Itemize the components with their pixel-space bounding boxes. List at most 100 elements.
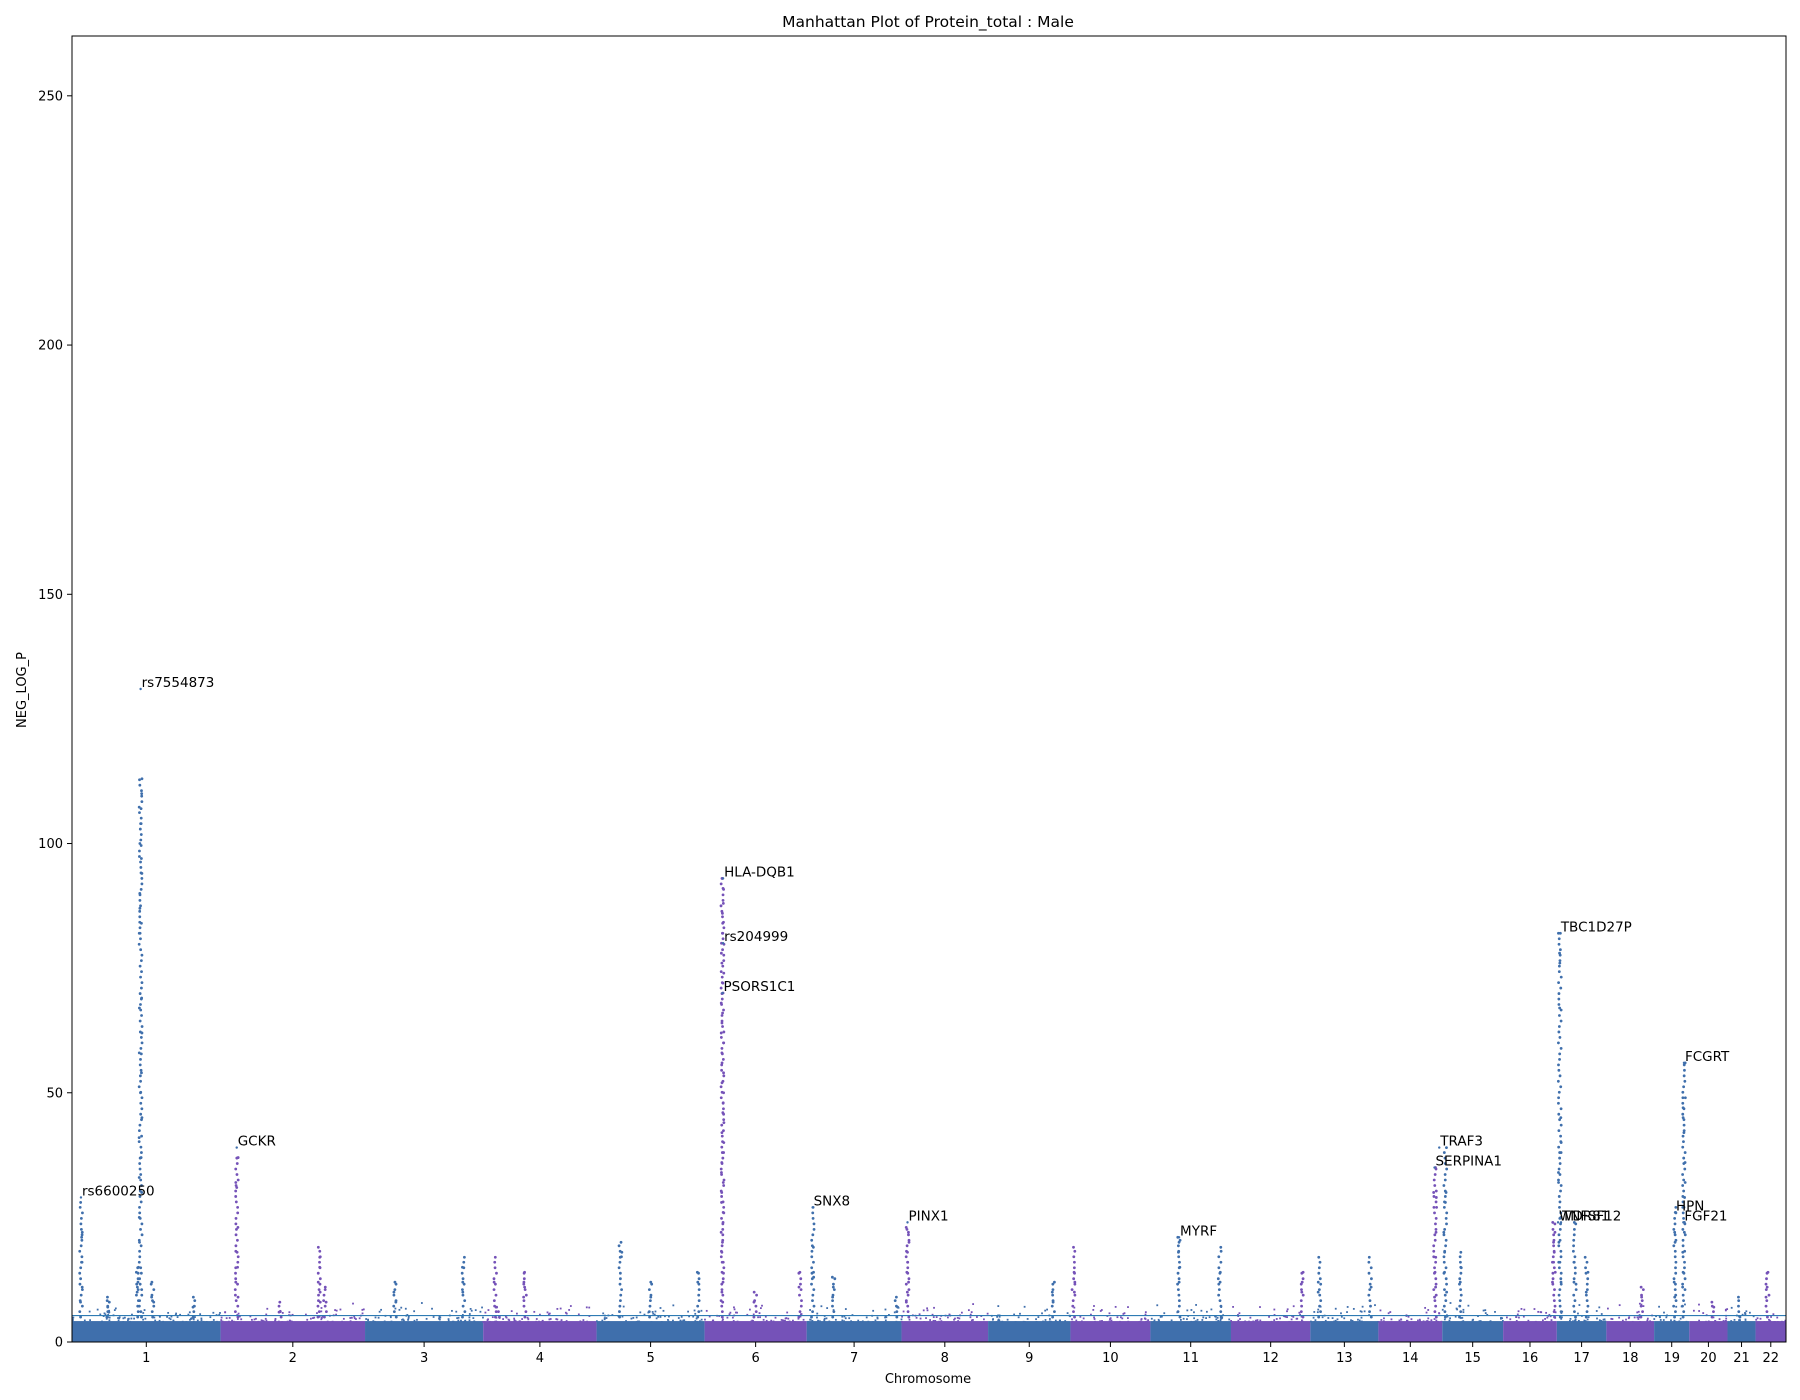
annotation-label: rs6600250 [82,1183,155,1199]
data-point [1318,1277,1322,1281]
data-point [140,1191,144,1194]
background-point [1553,1308,1556,1311]
background-point [372,1320,375,1323]
data-point [618,1271,622,1275]
background-point [1126,1317,1129,1320]
background-point [1618,1304,1621,1307]
data-point [810,1255,814,1259]
data-point [79,1266,83,1270]
background-point [403,1319,405,1322]
background-point [1426,1320,1429,1322]
background-point [579,1320,582,1323]
data-point [617,1266,621,1270]
data-point [722,1178,726,1182]
data-point [152,1288,156,1292]
background-point [304,1313,307,1316]
data-point [1367,1271,1371,1275]
background-point [865,1316,868,1319]
data-point [234,1280,238,1284]
data-point [1070,1288,1074,1292]
background-point [976,1316,978,1318]
data-point [138,849,141,853]
data-point [318,1255,322,1259]
background-point [843,1320,845,1323]
data-point [1559,986,1563,990]
data-point [810,1266,814,1270]
background-point [1017,1316,1020,1319]
data-point [648,1299,652,1303]
background-point [153,1316,156,1319]
background-point [1550,1319,1553,1322]
data-point [1558,1036,1562,1039]
background-point [1422,1320,1425,1323]
data-point [137,1085,141,1089]
data-point [138,1206,141,1209]
background-point [736,1320,739,1323]
data-point [620,1250,624,1254]
background-point [181,1320,184,1323]
background-point [1079,1315,1082,1318]
background-point [1080,1320,1083,1323]
data-point [393,1280,397,1284]
chromosome-band-6 [704,1321,807,1342]
annotation-label: rs7554873 [142,675,215,691]
background-point [83,1319,86,1322]
annotation-label: SERPINA1 [1435,1154,1502,1170]
background-point [306,1318,309,1321]
background-point [843,1315,846,1318]
background-point [732,1320,735,1322]
background-point [680,1320,683,1323]
data-point [721,981,725,985]
data-point [720,1134,724,1138]
background-point [1071,1318,1073,1321]
background-point [1244,1320,1247,1323]
data-point [720,1068,724,1072]
data-point [721,886,725,890]
background-point [253,1318,256,1321]
data-point [463,1310,467,1313]
background-point [1219,1319,1222,1322]
data-point [1765,1310,1769,1313]
data-point [720,975,724,979]
background-point [99,1313,102,1316]
data-point [1178,1315,1182,1319]
background-point [1772,1313,1775,1316]
data-point [1445,1167,1449,1171]
data-point [1176,1271,1180,1275]
background-point [350,1316,353,1319]
data-point [1559,1107,1563,1111]
background-point [1574,1320,1577,1323]
background-point [1150,1317,1153,1320]
background-point [548,1318,551,1321]
background-point [1170,1319,1173,1322]
background-point [996,1315,999,1318]
data-point [722,953,726,957]
background-point [1360,1316,1363,1319]
data-point [720,1201,723,1204]
data-point [317,1293,320,1297]
data-point [1177,1277,1181,1281]
background-point [901,1315,903,1318]
chromosome-band-4 [483,1321,597,1342]
data-point [139,1244,143,1248]
background-point [1026,1318,1029,1320]
background-point [1352,1307,1355,1310]
data-point [895,1310,899,1313]
background-point [1146,1320,1149,1323]
data-point [1217,1255,1221,1259]
data-point [492,1280,496,1284]
data-point [277,1310,281,1314]
background-point [786,1311,789,1314]
data-point [80,1260,84,1264]
data-point [80,1304,84,1308]
chromosome-band-9 [988,1321,1071,1342]
data-point [906,1250,909,1254]
data-point [392,1304,396,1308]
background-point [129,1320,131,1323]
background-point [555,1318,558,1320]
data-point [80,1233,84,1237]
data-point [720,1051,724,1055]
background-point [209,1316,212,1319]
data-point [236,1156,240,1159]
data-point [754,1310,758,1313]
